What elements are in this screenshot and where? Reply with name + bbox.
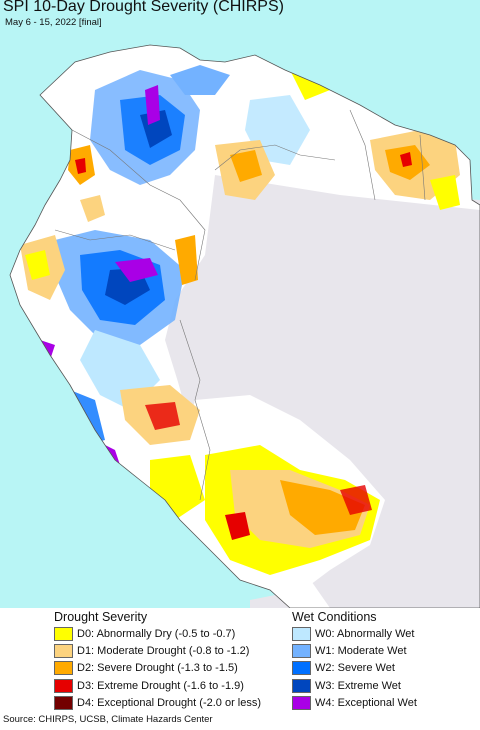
source-credit: Source: CHIRPS, UCSB, Climate Hazards Ce…	[3, 714, 213, 725]
legend-label-d1: D1: Moderate Drought (-0.8 to -1.2)	[77, 645, 250, 658]
legend-item-d1: D1: Moderate Drought (-0.8 to -1.2)	[54, 643, 261, 659]
legend-label-d4: D4: Exceptional Drought (-2.0 or less)	[77, 696, 262, 709]
legend-label-d0: D0: Abnormally Dry (-0.5 to -0.7)	[77, 628, 236, 640]
drought-severity-heading: Drought Severity	[54, 610, 148, 624]
legend-item-d4: D4: Exceptional Drought (-2.0 or less)	[54, 695, 261, 711]
country-borders	[54, 109, 426, 501]
map-canvas	[9, 44, 480, 608]
legend-item-w3: W3: Extreme Wet	[292, 678, 417, 694]
swatch-w3	[292, 678, 311, 693]
legend-label-w0: W0: Abnormally Wet	[315, 628, 415, 640]
legend-item-w1: W1: Moderate Wet	[292, 643, 417, 659]
legend-item-d0: D0: Abnormally Dry (-0.5 to -0.7)	[54, 626, 261, 642]
swatch-w2	[292, 661, 311, 676]
swatch-d0	[54, 627, 73, 641]
map-subtitle: May 6 - 15, 2022 [final]	[5, 17, 102, 28]
swatch-w0	[292, 627, 311, 641]
swatch-d1	[54, 644, 73, 659]
swatch-w4	[292, 695, 311, 710]
legend-item-w0: W0: Abnormally Wet	[292, 626, 417, 642]
swatch-w1	[292, 644, 311, 659]
legend-label-w2: W2: Severe Wet	[315, 662, 395, 675]
legend-item-d3: D3: Extreme Drought (-1.6 to -1.9)	[54, 678, 261, 694]
legend-item-w2: W2: Severe Wet	[292, 660, 417, 676]
drought-legend-list: D0: Abnormally Dry (-0.5 to -0.7) D1: Mo…	[54, 626, 261, 712]
legend-label-w4: W4: Exceptional Wet	[315, 696, 417, 709]
legend-item-d2: D2: Severe Drought (-1.3 to -1.5)	[54, 660, 261, 676]
wet-legend-list: W0: Abnormally Wet W1: Moderate Wet W2: …	[292, 626, 417, 712]
analysed-land	[10, 45, 480, 608]
drought-map: SPI 10-Day Drought Severity (CHIRPS) May…	[0, 0, 480, 608]
swatch-d4	[54, 695, 73, 710]
swatch-d3	[54, 678, 73, 693]
legend-item-w4: W4: Exceptional Wet	[292, 695, 417, 711]
legend: Drought Severity Wet Conditions D0: Abno…	[0, 608, 480, 710]
legend-label-d2: D2: Severe Drought (-1.3 to -1.5)	[77, 662, 238, 675]
legend-label-w3: W3: Extreme Wet	[315, 679, 401, 692]
swatch-d2	[54, 661, 73, 676]
map-title: SPI 10-Day Drought Severity (CHIRPS)	[3, 0, 284, 15]
legend-label-d3: D3: Extreme Drought (-1.6 to -1.9)	[77, 679, 244, 692]
wet-conditions-heading: Wet Conditions	[292, 610, 377, 624]
legend-label-w1: W1: Moderate Wet	[315, 645, 407, 658]
